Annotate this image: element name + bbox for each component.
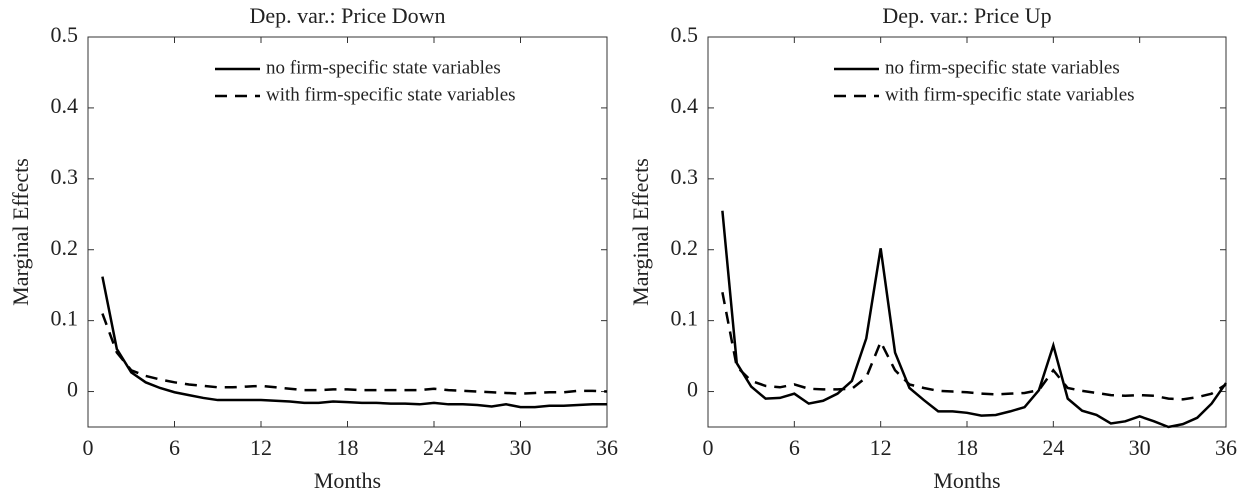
x-tick-label: 12 [250, 435, 272, 460]
y-tick-label: 0.2 [51, 235, 79, 260]
y-tick-label: 0.1 [671, 306, 699, 331]
x-axis-label: Months [314, 468, 381, 493]
x-tick-label: 24 [423, 435, 445, 460]
y-tick-label: 0.3 [51, 164, 79, 189]
y-tick-label: 0.5 [51, 22, 79, 47]
legend-label: no firm-specific state variables [885, 57, 1120, 78]
x-tick-label: 36 [1215, 435, 1237, 460]
y-tick-label: 0 [687, 377, 698, 402]
y-tick-label: 0.4 [671, 93, 699, 118]
x-tick-label: 0 [83, 435, 94, 460]
y-axis-label: Marginal Effects [8, 158, 33, 306]
x-axis-label: Months [933, 468, 1000, 493]
x-tick-label: 24 [1042, 435, 1064, 460]
y-tick-label: 0.1 [51, 306, 79, 331]
y-tick-label: 0.2 [671, 235, 699, 260]
x-tick-label: 30 [1129, 435, 1151, 460]
legend-label: with firm-specific state variables [885, 84, 1135, 105]
x-tick-label: 36 [596, 435, 618, 460]
y-tick-label: 0 [67, 377, 78, 402]
x-tick-label: 30 [510, 435, 532, 460]
x-tick-label: 6 [789, 435, 800, 460]
x-tick-label: 6 [169, 435, 180, 460]
y-axis-label: Marginal Effects [628, 158, 653, 306]
series-line [101, 313, 608, 395]
x-tick-label: 18 [956, 435, 978, 460]
y-tick-label: 0.3 [671, 164, 699, 189]
series-line [721, 210, 1228, 429]
y-tick-label: 0.4 [51, 93, 79, 118]
series-line [721, 292, 1227, 401]
chart-title: Dep. var.: Price Up [882, 3, 1051, 28]
x-tick-label: 12 [870, 435, 892, 460]
legend-label: with firm-specific state variables [266, 84, 516, 105]
legend-label: no firm-specific state variables [266, 57, 501, 78]
x-tick-label: 18 [337, 435, 359, 460]
y-tick-label: 0.5 [671, 22, 699, 47]
series-line [101, 276, 607, 409]
x-tick-label: 0 [703, 435, 714, 460]
chart-title: Dep. var.: Price Down [249, 3, 445, 28]
